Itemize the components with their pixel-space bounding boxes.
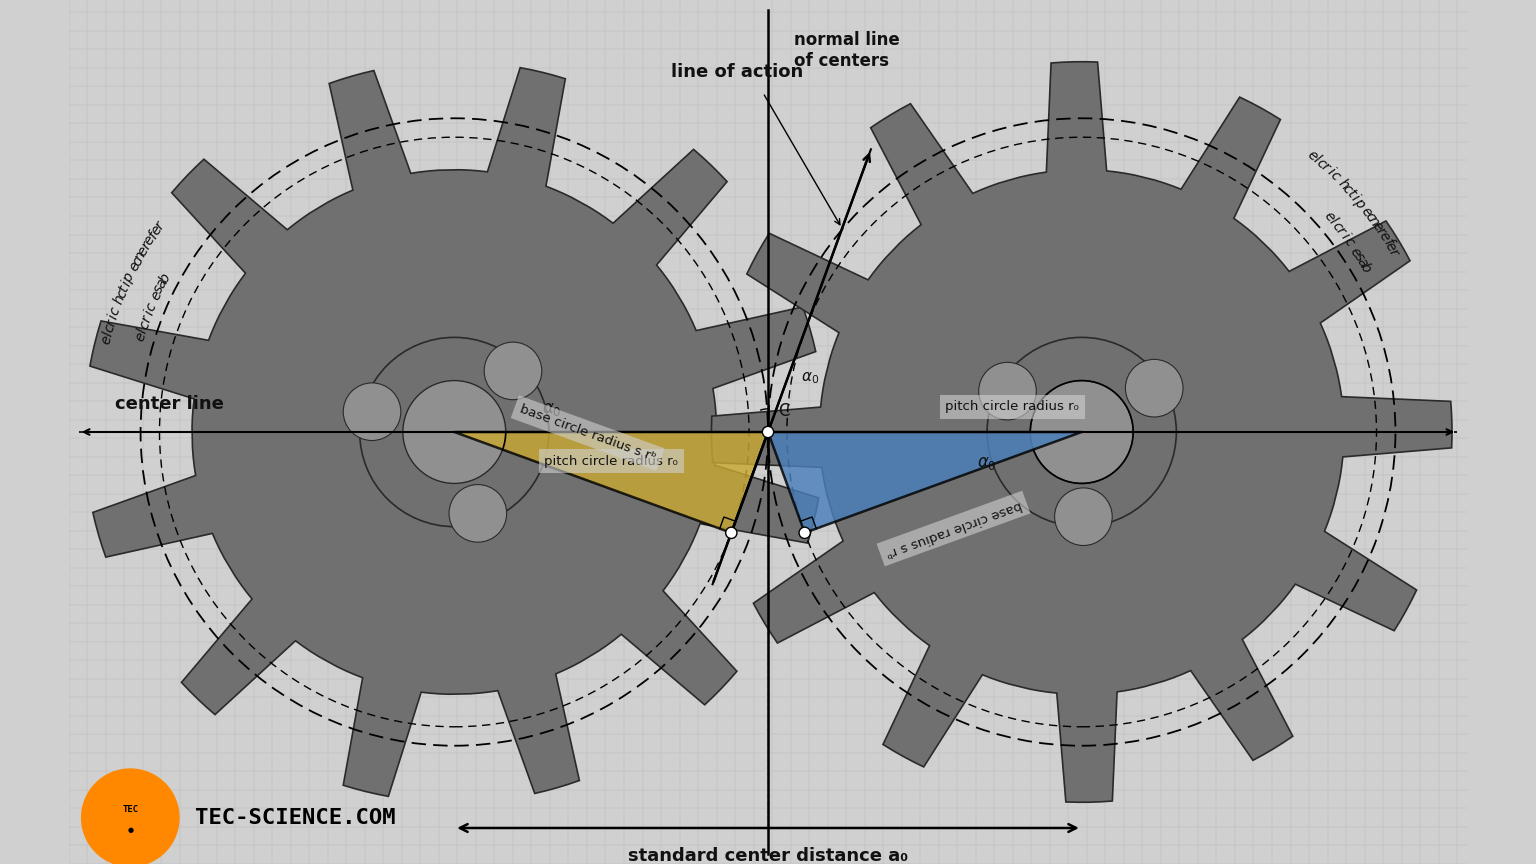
Circle shape	[484, 342, 542, 400]
Text: a: a	[1355, 256, 1370, 270]
Text: i: i	[106, 313, 120, 321]
Text: c: c	[1339, 181, 1355, 196]
Text: c: c	[1329, 219, 1344, 233]
Circle shape	[449, 485, 507, 543]
Circle shape	[978, 362, 1037, 420]
Polygon shape	[768, 432, 1081, 533]
Text: c: c	[129, 255, 146, 268]
Text: base circle radius s rᵇ: base circle radius s rᵇ	[883, 498, 1023, 559]
Text: f: f	[1379, 236, 1395, 247]
Circle shape	[81, 768, 180, 864]
Text: $\alpha_0$: $\alpha_0$	[800, 371, 819, 386]
Circle shape	[343, 383, 401, 441]
Text: r: r	[1373, 226, 1389, 238]
Polygon shape	[455, 432, 768, 533]
Text: c: c	[137, 319, 152, 331]
Text: center line: center line	[115, 396, 224, 414]
Text: c: c	[101, 323, 117, 334]
Text: l: l	[135, 327, 151, 334]
Text: i: i	[1349, 192, 1362, 204]
Text: c: c	[143, 301, 160, 313]
Text: h: h	[1335, 176, 1352, 193]
Text: e: e	[132, 331, 149, 343]
Text: b: b	[1358, 261, 1373, 276]
Circle shape	[988, 337, 1177, 527]
Text: b: b	[157, 271, 174, 285]
Text: h: h	[111, 293, 127, 307]
Text: e: e	[1382, 239, 1399, 254]
Text: base circle radius s rᵇ: base circle radius s rᵇ	[518, 403, 657, 464]
Text: c: c	[1362, 209, 1378, 224]
Text: e: e	[147, 223, 164, 238]
Text: r: r	[152, 219, 167, 232]
Text: e: e	[135, 244, 152, 258]
Text: standard center distance a₀: standard center distance a₀	[628, 847, 908, 864]
Text: i: i	[1324, 165, 1336, 178]
Text: c: c	[1313, 156, 1329, 171]
Text: TEC: TEC	[123, 805, 138, 814]
Circle shape	[799, 527, 811, 538]
Text: e: e	[1321, 209, 1336, 225]
Text: e: e	[126, 260, 143, 274]
Text: p: p	[121, 270, 137, 284]
Text: c: c	[1327, 168, 1342, 183]
Polygon shape	[91, 67, 819, 797]
Text: e: e	[1347, 245, 1364, 259]
Text: e: e	[149, 289, 164, 302]
Text: line of action: line of action	[671, 63, 803, 81]
Text: e: e	[1376, 229, 1392, 244]
Text: e: e	[98, 334, 114, 346]
Text: r: r	[138, 239, 154, 251]
Text: s: s	[1352, 251, 1367, 264]
Text: $\alpha_0$: $\alpha_0$	[542, 400, 562, 418]
Circle shape	[359, 337, 548, 527]
Text: n: n	[1366, 214, 1382, 229]
Circle shape	[1126, 359, 1183, 417]
Text: c: c	[114, 288, 129, 301]
Text: normal line
of centers: normal line of centers	[794, 31, 900, 70]
Text: $\alpha_0$: $\alpha_0$	[977, 454, 997, 472]
Text: r: r	[1319, 160, 1333, 175]
Circle shape	[762, 426, 774, 438]
Text: c: c	[1341, 234, 1356, 249]
Text: t: t	[117, 283, 132, 294]
Text: r: r	[1385, 246, 1401, 258]
Circle shape	[725, 527, 737, 538]
Text: n: n	[132, 249, 149, 264]
Polygon shape	[711, 61, 1452, 803]
Text: e: e	[1369, 219, 1385, 234]
Text: i: i	[141, 308, 157, 317]
Text: ●: ●	[127, 827, 134, 833]
Text: e: e	[141, 233, 158, 248]
Text: r: r	[140, 314, 154, 324]
Text: t: t	[1344, 187, 1358, 200]
Text: l: l	[100, 330, 115, 338]
Text: e: e	[1304, 147, 1319, 163]
Text: pitch circle radius r₀: pitch circle radius r₀	[946, 401, 1080, 414]
Circle shape	[402, 380, 505, 484]
Text: e: e	[1358, 204, 1375, 219]
Text: i: i	[1338, 231, 1352, 242]
Circle shape	[1031, 380, 1134, 484]
Text: r: r	[104, 318, 118, 327]
Text: pitch circle radius r₀: pitch circle radius r₀	[544, 454, 677, 467]
Text: f: f	[146, 230, 160, 241]
Text: r: r	[1333, 225, 1349, 238]
Text: i: i	[120, 278, 134, 288]
Text: l: l	[1326, 215, 1339, 227]
Text: s: s	[152, 283, 167, 295]
Text: p: p	[1350, 194, 1367, 210]
Text: l: l	[1310, 153, 1322, 166]
Text: TEC-SCIENCE.COM: TEC-SCIENCE.COM	[195, 808, 396, 828]
Text: a: a	[154, 276, 170, 291]
Circle shape	[1055, 488, 1112, 545]
Text: c: c	[108, 305, 123, 317]
Text: C: C	[779, 402, 790, 420]
